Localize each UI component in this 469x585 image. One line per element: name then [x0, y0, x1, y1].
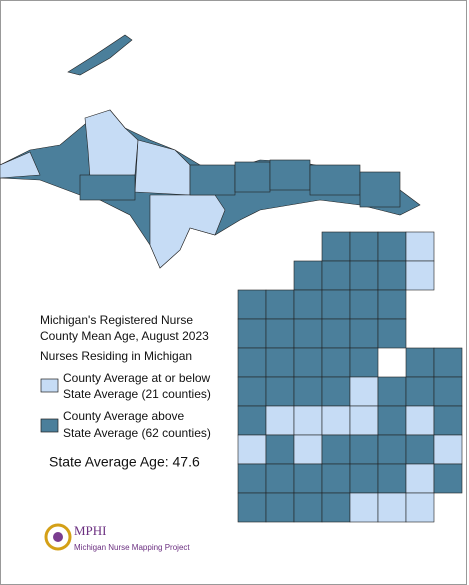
county [321, 405, 351, 436]
state-average: State Average Age: 47.6 [49, 454, 200, 470]
legend-label: State Average (21 counties) [63, 387, 211, 401]
county [405, 231, 435, 262]
county [321, 231, 351, 262]
county [405, 492, 435, 523]
county [377, 405, 407, 436]
county [433, 463, 463, 494]
county [349, 434, 379, 465]
county [237, 463, 267, 494]
county [293, 405, 323, 436]
county [293, 463, 323, 494]
county [349, 347, 379, 378]
county [433, 347, 463, 378]
county [265, 463, 295, 494]
county [349, 463, 379, 494]
county [293, 376, 323, 407]
logo: MPHI Michigan Nurse Mapping Project [44, 523, 190, 552]
county [433, 405, 463, 436]
county [359, 171, 401, 208]
logo-tagline: Michigan Nurse Mapping Project [74, 543, 190, 552]
county [237, 289, 267, 320]
county [321, 492, 351, 523]
county [377, 434, 407, 465]
county [349, 289, 379, 320]
county [405, 260, 435, 291]
county [84, 109, 139, 179]
subtitle: Nurses Residing in Michigan [40, 349, 192, 363]
county [377, 492, 407, 523]
county [377, 289, 407, 320]
county [433, 376, 463, 407]
county [377, 231, 407, 262]
county [237, 318, 267, 349]
county [269, 159, 311, 191]
county [321, 260, 351, 291]
county [149, 194, 226, 269]
logo-name: MPHI [74, 523, 107, 538]
county [321, 463, 351, 494]
title-line: County Mean Age, August 2023 [40, 329, 209, 343]
county [349, 492, 379, 523]
title-line: Michigan's Registered Nurse [40, 313, 193, 327]
county [349, 260, 379, 291]
county [321, 347, 351, 378]
county [321, 434, 351, 465]
county [265, 347, 295, 378]
county [189, 164, 236, 196]
county [265, 376, 295, 407]
county [349, 405, 379, 436]
county [293, 260, 323, 291]
county [321, 376, 351, 407]
legend-label: County Average above [63, 409, 185, 423]
county [321, 289, 351, 320]
county [234, 161, 271, 193]
county [237, 376, 267, 407]
county [405, 405, 435, 436]
county [377, 318, 407, 349]
county [265, 318, 295, 349]
county [321, 318, 351, 349]
county [405, 463, 435, 494]
county [293, 289, 323, 320]
logo-icon [44, 523, 72, 551]
county [0, 151, 41, 179]
county [377, 376, 407, 407]
legend-label: County Average at or below [63, 371, 211, 385]
logo-icon [53, 532, 63, 542]
county [293, 347, 323, 378]
county [377, 260, 407, 291]
county [237, 405, 267, 436]
county [293, 434, 323, 465]
county [265, 289, 295, 320]
county [67, 34, 133, 76]
county [309, 164, 361, 196]
legend-swatch [40, 378, 59, 393]
county [405, 434, 435, 465]
county [349, 231, 379, 262]
county [349, 376, 379, 407]
county [265, 434, 295, 465]
county [433, 434, 463, 465]
county [293, 492, 323, 523]
county [237, 492, 267, 523]
legend-label: State Average (62 counties) [63, 426, 211, 440]
county [293, 318, 323, 349]
county [79, 174, 136, 201]
county [237, 347, 267, 378]
county [237, 434, 267, 465]
county [377, 463, 407, 494]
county [265, 405, 295, 436]
county [265, 492, 295, 523]
county [405, 376, 435, 407]
counties [0, 34, 463, 523]
county [349, 318, 379, 349]
legend-swatch [40, 418, 59, 433]
county [405, 347, 435, 378]
